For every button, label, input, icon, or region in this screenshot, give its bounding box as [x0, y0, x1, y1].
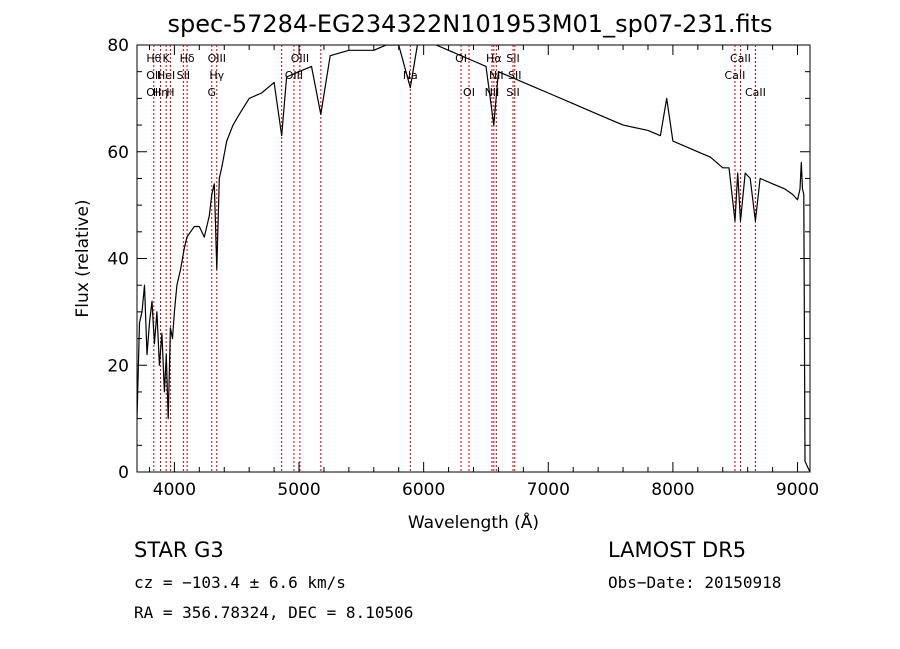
line-marker-label: Hδ: [180, 52, 195, 65]
y-tick-label: 0: [118, 463, 129, 483]
line-marker-label: G: [208, 86, 217, 99]
plot-frame: [136, 44, 811, 473]
y-tick-label: 60: [107, 143, 129, 163]
line-marker-label: OII: [146, 69, 161, 82]
y-tick-label: 20: [107, 356, 129, 376]
line-marker-label: OIII: [208, 52, 226, 65]
coordinates-label: RA = 356.78324, DEC = 8.10506: [134, 603, 414, 622]
line-marker-label: OI: [455, 52, 467, 65]
line-marker-label: CaII: [745, 86, 766, 99]
line-marker-label: NII: [489, 69, 504, 82]
survey-label: LAMOST DR5: [608, 538, 747, 562]
x-tick-label: 6000: [402, 480, 445, 500]
line-marker-label: CaII: [730, 52, 751, 65]
object-class-label: STAR G3: [134, 538, 224, 562]
line-marker-label: H: [166, 86, 174, 99]
redshift-label: cz = −103.4 ± 6.6 km/s: [134, 573, 346, 592]
line-marker-label: NII: [485, 86, 500, 99]
line-marker-label: K: [163, 52, 171, 65]
x-tick-label: 8000: [651, 480, 694, 500]
line-marker-label: Na: [403, 69, 418, 82]
line-marker-label: SII: [506, 86, 519, 99]
line-marker-label: CaII: [725, 69, 746, 82]
y-tick-label: 40: [107, 250, 129, 270]
line-marker-label: SII: [506, 52, 519, 65]
line-marker-label: HeI: [157, 69, 175, 82]
y-axis-label: Flux (relative): [73, 199, 93, 317]
obs-date-label: Obs−Date: 20150918: [608, 573, 782, 592]
line-marker-label: OII: [146, 86, 161, 99]
line-marker-label: SII: [508, 69, 521, 82]
line-marker-label: OIII: [291, 52, 309, 65]
chart-title: spec-57284-EG234322N101953M01_sp07-231.f…: [167, 10, 773, 38]
x-tick-label: 9000: [776, 480, 819, 500]
line-marker-label: Hγ: [209, 69, 224, 82]
x-tick-label: 7000: [527, 480, 570, 500]
line-marker-label: Hα: [486, 52, 502, 65]
line-marker-label: Hθ: [146, 52, 161, 65]
line-marker-label: OI: [463, 86, 475, 99]
x-tick-label: 5000: [277, 480, 320, 500]
line-marker-label: SII: [177, 69, 190, 82]
y-tick-label: 80: [107, 36, 129, 56]
x-axis-label: Wavelength (Å): [408, 511, 539, 533]
spectrum-line: [137, 45, 810, 472]
line-marker-label: Hη: [153, 86, 168, 99]
x-tick-label: 4000: [153, 480, 196, 500]
